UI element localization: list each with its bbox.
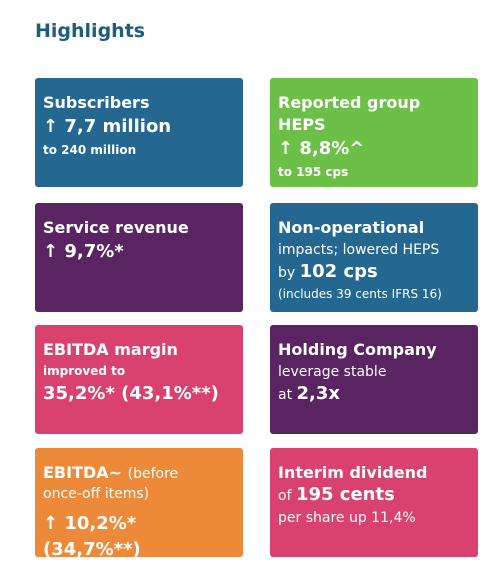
card: EBITDA margin improved to 35,2%* (43,1%*…	[35, 325, 243, 434]
card: Subscribers ↑ 7,7 million to 240 million	[35, 78, 243, 187]
card-text: leverage stable	[278, 364, 387, 380]
card: Interim dividend of 195 cents per share …	[270, 448, 478, 557]
card-text: at	[278, 387, 293, 403]
card-value: 102 cps	[299, 261, 378, 282]
card-value: ↑ 8,8%^	[278, 138, 365, 159]
card-title: EBITDA~	[43, 463, 123, 482]
card: Non-operational impacts; lowered HEPS by…	[270, 203, 478, 312]
card-title: Holding Company	[278, 340, 437, 359]
card-text: by	[278, 265, 296, 281]
card-title: EBITDA margin	[43, 340, 178, 359]
card-title: Reported group HEPS	[278, 93, 421, 134]
card-note: to 240 million	[43, 143, 137, 157]
card-text: impacts; lowered HEPS	[278, 242, 440, 258]
card-value: 35,2%* (43,1%**)	[43, 383, 219, 404]
card-line: at 2,3x	[278, 383, 470, 406]
card: Service revenue ↑ 9,7%*	[35, 203, 243, 312]
card-value: ↑ 7,7 million	[43, 116, 172, 137]
title: Highlights	[35, 20, 146, 42]
card: Holding Company leverage stable at 2,3x	[270, 325, 478, 434]
card-text: once-off items)	[43, 486, 150, 502]
card-title: Non-operational	[278, 218, 425, 237]
card-title: Service revenue	[43, 218, 189, 237]
card-title: Subscribers	[43, 93, 150, 112]
card-value: 2,3x	[296, 383, 341, 404]
card-value: ↑ 9,7%*	[43, 241, 124, 262]
card-text: of	[278, 488, 292, 504]
card-note: (includes 39 cents IFRS 16)	[278, 287, 442, 301]
card-line: EBITDA~ (before	[43, 462, 235, 485]
card-line: by 102 cps	[278, 261, 470, 284]
card-value: 195 cents	[295, 484, 395, 505]
card-text: (before	[127, 466, 179, 482]
card: Reported group HEPS ↑ 8,8%^ to 195 cps	[270, 78, 478, 187]
card-text: improved to	[43, 364, 126, 378]
card: EBITDA~ (before once-off items) ↑ 10,2%*…	[35, 448, 243, 560]
card-value: ↑ 10,2%* (34,7%**)	[43, 513, 141, 560]
card-note: to 195 cps	[278, 165, 349, 179]
card-line: of 195 cents	[278, 484, 470, 507]
card-title: Interim dividend	[278, 463, 428, 482]
card-text: per share up 11,4%	[278, 510, 416, 526]
